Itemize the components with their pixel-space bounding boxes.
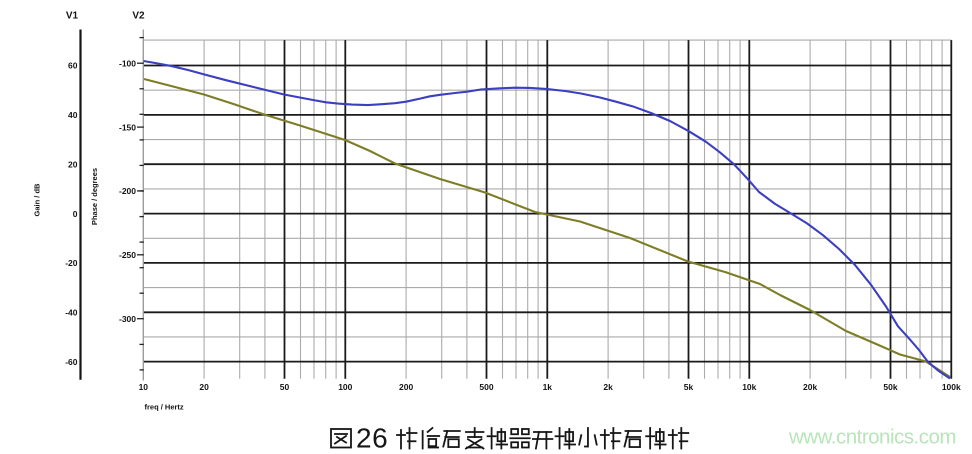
svg-text:100: 100 <box>338 382 352 392</box>
svg-text:5k: 5k <box>684 382 694 392</box>
svg-text:www.cntronics.com: www.cntronics.com <box>788 426 956 449</box>
svg-text:20: 20 <box>68 159 78 169</box>
svg-text:26: 26 <box>356 423 388 454</box>
svg-text:-150: -150 <box>119 122 136 132</box>
svg-text:0: 0 <box>73 209 78 219</box>
svg-text:60: 60 <box>68 61 78 71</box>
svg-text:10: 10 <box>139 382 149 392</box>
svg-text:1k: 1k <box>543 382 553 392</box>
svg-text:freq / Hertz: freq / Hertz <box>145 403 184 412</box>
svg-text:-100: -100 <box>119 58 136 68</box>
svg-text:Gain / dB: Gain / dB <box>33 183 42 217</box>
svg-text:Phase / degrees: Phase / degrees <box>90 168 99 225</box>
svg-text:-200: -200 <box>119 186 136 196</box>
svg-text:-20: -20 <box>65 258 78 268</box>
svg-text:-40: -40 <box>65 308 78 318</box>
svg-text:20: 20 <box>199 382 209 392</box>
svg-text:-250: -250 <box>119 250 136 260</box>
svg-text:40: 40 <box>68 110 78 120</box>
svg-text:200: 200 <box>399 382 413 392</box>
svg-text:2k: 2k <box>603 382 613 392</box>
svg-text:-60: -60 <box>65 357 78 367</box>
svg-text:10k: 10k <box>742 382 756 392</box>
svg-text:-300: -300 <box>119 314 136 324</box>
svg-text:500: 500 <box>479 382 493 392</box>
svg-text:V2: V2 <box>132 11 145 22</box>
svg-text:50k: 50k <box>883 382 897 392</box>
svg-text:50: 50 <box>280 382 290 392</box>
svg-text:20k: 20k <box>803 382 817 392</box>
svg-text:V1: V1 <box>66 11 79 22</box>
svg-text:100k: 100k <box>942 382 961 392</box>
